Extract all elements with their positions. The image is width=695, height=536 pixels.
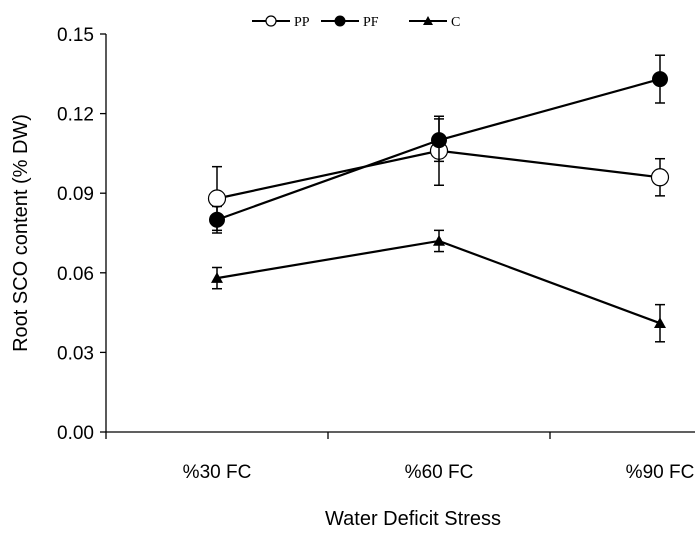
x-tick-label: %30 FC [183, 462, 252, 483]
y-tick-label: 0.15 [57, 25, 94, 46]
x-axis-categories: %30 FC %60 FC %90 FC [105, 432, 695, 483]
data-point [209, 211, 225, 228]
data-point [654, 317, 666, 329]
legend-item-c: C [409, 15, 460, 30]
x-tick-label: %60 FC [405, 462, 474, 483]
y-tick-label: 0.12 [57, 105, 94, 126]
legend-marker [265, 15, 277, 27]
series-pf [209, 54, 668, 234]
y-axis-ticks: 0.00 0.03 0.06 0.09 0.12 0.15 [57, 25, 106, 444]
series-line [216, 239, 661, 325]
data-point [207, 189, 227, 208]
x-tick-label: %90 FC [626, 462, 695, 483]
data-point [652, 71, 668, 88]
axes [105, 34, 695, 433]
legend-label: PF [363, 15, 379, 30]
y-tick-label: 0.06 [57, 264, 94, 285]
x-axis-title: Water Deficit Stress [325, 508, 501, 530]
y-tick-label: 0.00 [57, 423, 94, 444]
data-point [211, 272, 223, 283]
legend-label: C [451, 15, 460, 30]
data-point [650, 168, 670, 187]
legend-item-pf: PF [321, 15, 379, 30]
legend-label: PP [294, 15, 310, 30]
data-point [433, 234, 445, 246]
y-tick-label: 0.03 [57, 343, 94, 364]
y-axis-title: Root SCO content (% DW) [10, 114, 32, 352]
legend-marker [423, 16, 433, 25]
legend-item-pp: PP [252, 15, 310, 30]
data-point [431, 132, 447, 149]
series-c [211, 229, 666, 343]
legend-marker [334, 15, 346, 27]
y-tick-label: 0.09 [57, 184, 94, 205]
series-layer [207, 54, 670, 343]
legend: PP PF C [252, 15, 460, 30]
